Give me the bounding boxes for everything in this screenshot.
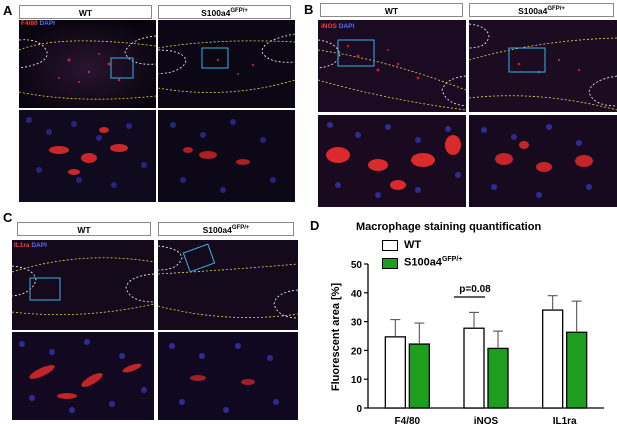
bar [384, 336, 406, 409]
panel-a-mutant-zoom [158, 110, 295, 202]
bar [542, 309, 564, 409]
y-tick-label: 50 [351, 260, 363, 271]
chart-title: Macrophage staining quantification [356, 221, 542, 233]
legend-wt-swatch [382, 240, 398, 251]
legend-mutant-swatch [382, 258, 398, 269]
y-tick-label: 10 [351, 375, 363, 386]
panel-a-wt-zoom [19, 110, 156, 202]
panel-b-mutant-label: S100a4GFP/+ [469, 3, 614, 17]
panel-a-wt-label: WT [19, 5, 152, 19]
y-tick-label: 40 [351, 289, 363, 300]
panel-b-wt-label: WT [320, 3, 463, 17]
panel-letter-c: C [3, 210, 13, 225]
panel-a-mutant-label: S100a4GFP/+ [158, 5, 291, 19]
panel-c-stain-legend: IL1ra DAPI [14, 242, 47, 249]
panel-b-wt-zoom [318, 115, 466, 207]
panel-b-mutant-overview [469, 20, 617, 112]
y-tick-label: 30 [351, 318, 363, 329]
bar [408, 343, 430, 409]
panel-letter-a: A [3, 3, 13, 18]
y-axis-label: Fluorescent area [%] [330, 283, 342, 392]
legend-mutant-label: S100a4GFP/+ [404, 256, 463, 269]
legend-wt-label: WT [404, 239, 422, 251]
x-tick-label: IL1ra [553, 416, 577, 424]
panel-a-wt-overview [19, 20, 156, 108]
x-tick-label: iNOS [474, 416, 499, 424]
panel-c-wt-zoom [12, 332, 154, 420]
bar [487, 347, 509, 409]
y-tick-label: 0 [356, 404, 362, 415]
panel-c-wt-label: WT [17, 222, 151, 236]
bar [463, 327, 485, 409]
panel-c-mutant-label: S100a4GFP/+ [158, 222, 294, 236]
panel-a-stain-legend: F4/80 DAPI [21, 20, 55, 27]
panel-b-wt-overview [318, 20, 466, 112]
y-tick-label: 20 [351, 346, 363, 357]
panel-a-mutant-overview [158, 20, 295, 108]
panel-letter-b: B [304, 2, 314, 17]
x-tick-label: F4/80 [395, 416, 421, 424]
panel-c-mutant-zoom [158, 332, 298, 420]
panel-b-stain-legend: iNOS DAPI [321, 23, 355, 30]
bar [566, 331, 588, 409]
panel-letter-d: D [310, 218, 320, 233]
panel-c-mutant-overview [158, 240, 298, 330]
significance-annotation: p=0.08 [459, 284, 491, 295]
panel-b-mutant-zoom [469, 115, 617, 207]
panel-c-wt-overview [12, 240, 154, 330]
